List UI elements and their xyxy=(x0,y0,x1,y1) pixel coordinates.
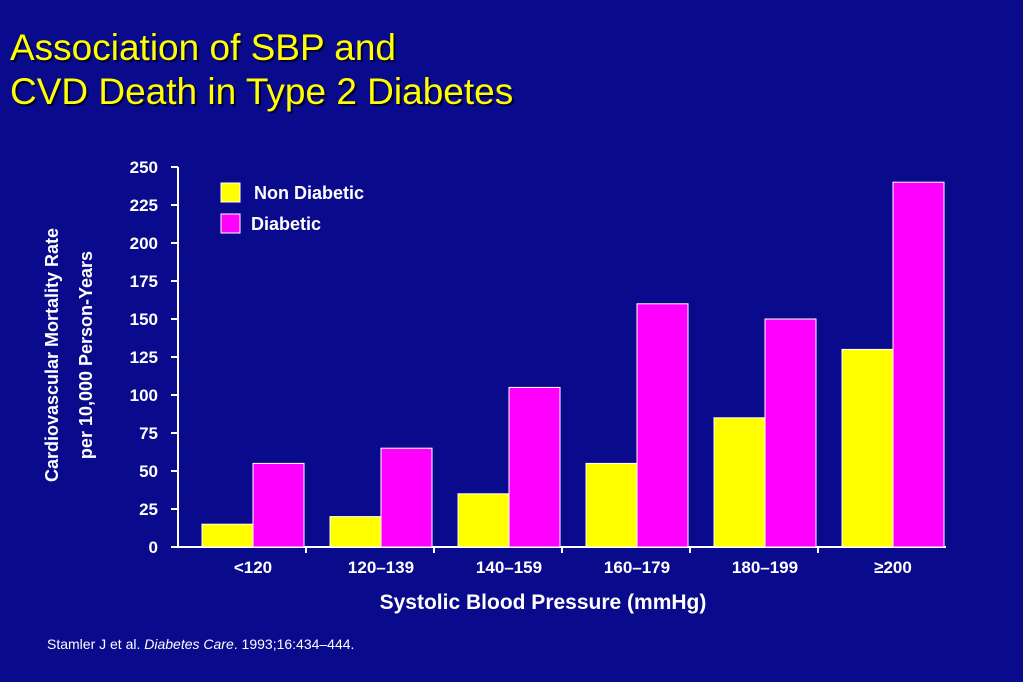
bar-non-diabetic xyxy=(841,348,894,548)
x-tick-label: 180–199 xyxy=(732,558,798,577)
legend-swatch-non-diabetic xyxy=(220,182,241,203)
x-tick-label: 140–159 xyxy=(476,558,542,577)
legend-label-non-diabetic: Non Diabetic xyxy=(254,183,364,203)
y-tick-label: 250 xyxy=(130,158,158,177)
legend-label-diabetic: Diabetic xyxy=(251,214,321,234)
y-tick-label: 175 xyxy=(130,272,158,291)
y-tick-label: 0 xyxy=(149,538,158,557)
y-tick-label: 75 xyxy=(139,424,158,443)
y-tick-label: 225 xyxy=(130,196,158,215)
y-axis-title-line-1: Cardiovascular Mortality Rate xyxy=(42,228,62,482)
y-tick-label: 125 xyxy=(130,348,158,367)
legend-swatch-diabetic xyxy=(220,213,241,234)
bar-diabetic xyxy=(892,181,945,548)
bar-non-diabetic xyxy=(713,417,766,548)
citation: Stamler J et al. Diabetes Care. 1993;16:… xyxy=(47,636,354,652)
x-tick-label: 120–139 xyxy=(348,558,414,577)
y-tick-label: 25 xyxy=(139,500,158,519)
x-tick-label: 160–179 xyxy=(604,558,670,577)
slide-title-line-1: Association of SBP and xyxy=(10,27,397,68)
y-tick-label: 100 xyxy=(130,386,158,405)
citation-journal: Diabetes Care xyxy=(144,636,234,652)
bar-non-diabetic xyxy=(585,462,638,548)
y-tick-label: 200 xyxy=(130,234,158,253)
y-tick-label: 50 xyxy=(139,462,158,481)
y-tick-label: 150 xyxy=(130,310,158,329)
bar-diabetic xyxy=(508,386,561,548)
bar-diabetic xyxy=(380,447,433,548)
slide-title-line-2: CVD Death in Type 2 Diabetes xyxy=(10,71,514,112)
bar-non-diabetic xyxy=(329,516,382,548)
bar-non-diabetic xyxy=(457,493,510,548)
x-axis-title: Systolic Blood Pressure (mmHg) xyxy=(380,591,707,614)
citation-details: . 1993;16:434–444. xyxy=(233,636,355,652)
bar-diabetic xyxy=(636,303,689,548)
x-tick-label: <120 xyxy=(234,558,272,577)
y-axis-title-line-2: per 10,000 Person-Years xyxy=(76,251,96,459)
x-tick-label: ≥200 xyxy=(874,558,912,577)
bar-diabetic xyxy=(764,318,817,548)
citation-authors: Stamler J et al. xyxy=(47,636,145,652)
bar-diabetic xyxy=(252,462,305,548)
bar-non-diabetic xyxy=(201,523,254,548)
slide-title: Association of SBP and CVD Death in Type… xyxy=(10,26,513,114)
